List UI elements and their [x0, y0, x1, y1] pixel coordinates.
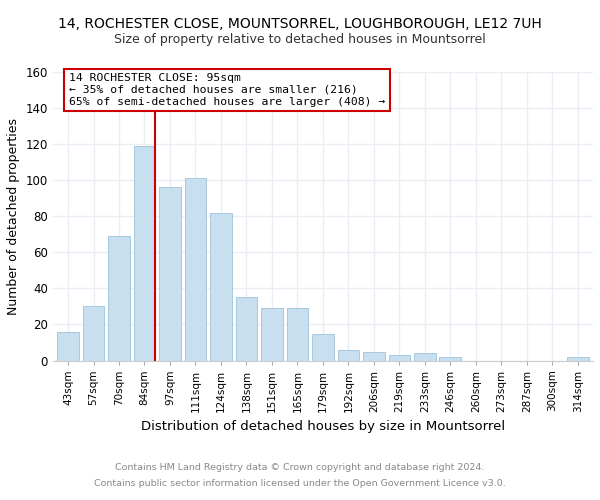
Bar [236, 298, 257, 360]
Bar [108, 236, 130, 360]
Bar [159, 188, 181, 360]
Bar [185, 178, 206, 360]
Text: 14, ROCHESTER CLOSE, MOUNTSORREL, LOUGHBOROUGH, LE12 7UH: 14, ROCHESTER CLOSE, MOUNTSORREL, LOUGHB… [58, 18, 542, 32]
Bar [439, 357, 461, 360]
Bar [83, 306, 104, 360]
Bar [567, 357, 589, 360]
Bar [363, 352, 385, 360]
X-axis label: Distribution of detached houses by size in Mountsorrel: Distribution of detached houses by size … [141, 420, 505, 433]
Text: 14 ROCHESTER CLOSE: 95sqm
← 35% of detached houses are smaller (216)
65% of semi: 14 ROCHESTER CLOSE: 95sqm ← 35% of detac… [69, 74, 385, 106]
Text: Contains HM Land Registry data © Crown copyright and database right 2024.: Contains HM Land Registry data © Crown c… [115, 464, 485, 472]
Bar [414, 354, 436, 360]
Bar [287, 308, 308, 360]
Bar [338, 350, 359, 360]
Bar [134, 146, 155, 360]
Text: Size of property relative to detached houses in Mountsorrel: Size of property relative to detached ho… [114, 32, 486, 46]
Bar [312, 334, 334, 360]
Bar [210, 212, 232, 360]
Bar [261, 308, 283, 360]
Bar [389, 355, 410, 360]
Bar [57, 332, 79, 360]
Text: Contains public sector information licensed under the Open Government Licence v3: Contains public sector information licen… [94, 478, 506, 488]
Y-axis label: Number of detached properties: Number of detached properties [7, 118, 20, 315]
